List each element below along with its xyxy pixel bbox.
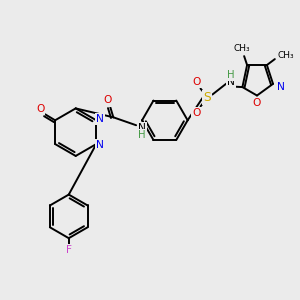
- Text: N: N: [227, 76, 235, 87]
- Text: S: S: [204, 91, 211, 104]
- Text: N: N: [138, 123, 146, 133]
- Text: N: N: [277, 82, 285, 92]
- Text: N: N: [96, 140, 104, 150]
- Text: F: F: [66, 245, 72, 255]
- Text: O: O: [36, 104, 44, 114]
- Text: O: O: [253, 98, 261, 108]
- Text: O: O: [192, 108, 201, 118]
- Text: CH₃: CH₃: [234, 44, 250, 53]
- Text: H: H: [227, 70, 235, 80]
- Text: CH₃: CH₃: [278, 51, 294, 60]
- Text: H: H: [138, 130, 146, 140]
- Text: O: O: [103, 95, 112, 106]
- Text: O: O: [192, 76, 201, 87]
- Text: N: N: [96, 114, 104, 124]
